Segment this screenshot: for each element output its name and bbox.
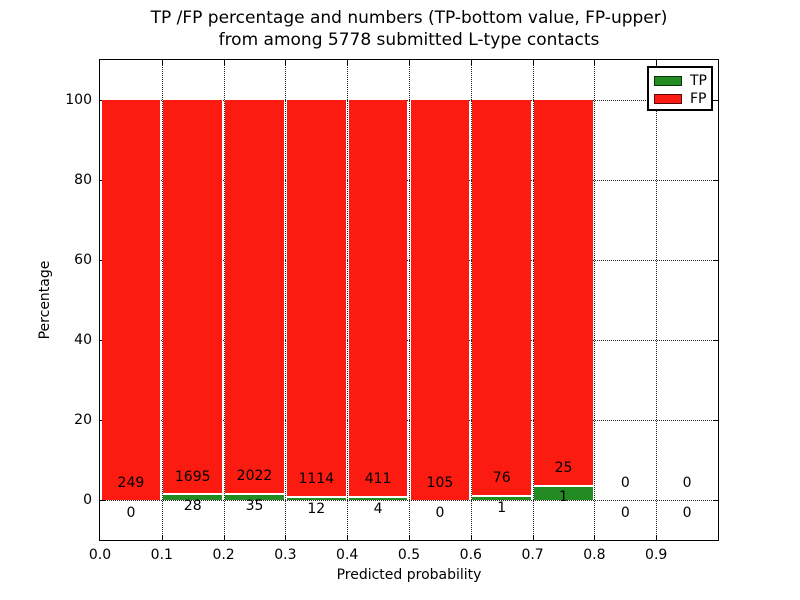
bar-tp-segment (286, 495, 346, 500)
y-tick-label-60: 60 (74, 252, 92, 268)
x-tick-mark-bottom (470, 535, 472, 540)
y-tick-label-80: 80 (74, 172, 92, 188)
y-tick-mark-right (713, 100, 718, 101)
x-tick-label-0.2: 0.2 (212, 547, 235, 563)
x-tick-label-0.9: 0.9 (645, 547, 668, 563)
chart-title: TP /FP percentage and numbers (TP-bottom… (100, 7, 718, 51)
fp-count-label: 0 (682, 475, 692, 492)
bar-tp-segment (225, 493, 284, 500)
x-tick-mark-bottom (532, 535, 534, 540)
gridline-v-0.4 (347, 60, 349, 540)
tp-count-label: 35 (245, 497, 264, 514)
tp-count-label: 0 (435, 504, 445, 521)
tp-legend-label: TP (690, 73, 707, 89)
gridline-v-0.3 (285, 60, 287, 540)
tp-count-label: 1 (559, 489, 568, 506)
x-tick-mark-bottom (594, 535, 596, 540)
fp-count-label: 1114 (298, 470, 335, 487)
x-tick-label-0.8: 0.8 (583, 547, 606, 563)
fp-count-label: 411 (364, 471, 392, 488)
fp-count-label: 76 (492, 470, 511, 486)
y-tick-label-0: 0 (83, 492, 92, 508)
fp-legend-label: FP (690, 91, 707, 107)
x-tick-mark-top (532, 60, 534, 65)
x-tick-mark-top (161, 60, 163, 65)
x-tick-mark-bottom (161, 535, 163, 540)
bar-tp-segment (348, 496, 408, 500)
bar-fp-segment (348, 100, 408, 497)
tp-count-label: 0 (620, 504, 630, 521)
bar-fp-segment (534, 100, 593, 485)
y-tick-mark-right (713, 180, 718, 181)
gridline-v-0.1 (161, 60, 163, 540)
tp-count-label: 12 (307, 500, 326, 517)
bar-fp-segment (225, 100, 284, 494)
y-tick-mark-right (713, 420, 718, 421)
y-axis-label: Percentage (37, 260, 53, 340)
x-tick-mark-bottom (223, 535, 225, 540)
fp-count-label: 2022 (236, 468, 273, 485)
fp-count-label: 0 (620, 475, 630, 492)
y-tick-mark-right (713, 340, 718, 341)
x-tick-label-0.4: 0.4 (336, 547, 359, 563)
fp-count-label: 249 (117, 475, 145, 492)
x-tick-mark-bottom (409, 535, 410, 540)
x-tick-label-0.5: 0.5 (397, 547, 421, 563)
x-tick-mark-bottom (347, 535, 349, 540)
fp-count-label: 1695 (174, 468, 211, 485)
tp-count-label: 0 (126, 504, 136, 521)
bar-fp-segment (410, 100, 470, 500)
tp-count-label: 4 (373, 500, 383, 517)
gridline-v-0.8 (594, 60, 596, 540)
tp-count-label: 1 (497, 499, 507, 516)
bar-tp-segment (534, 484, 593, 500)
legend-item-fp: FP (649, 90, 711, 108)
bar-fp-segment (472, 100, 532, 495)
chart-title-line2: from among 5778 submitted L-type contact… (218, 30, 600, 50)
gridline-v-0.7 (532, 60, 534, 540)
x-tick-label-0.6: 0.6 (459, 547, 482, 563)
x-tick-mark-bottom (285, 535, 287, 540)
x-tick-label-0.1: 0.1 (150, 547, 173, 563)
gridline-v-0.6 (470, 60, 472, 540)
tp-legend-swatch-icon (654, 76, 682, 86)
x-tick-label-0.3: 0.3 (274, 547, 297, 563)
y-tick-mark-right (713, 260, 718, 261)
bar-tp-segment (472, 494, 532, 500)
legend: TP FP (647, 66, 713, 111)
y-tick-mark-right (713, 500, 718, 501)
x-tick-mark-bottom (656, 535, 658, 540)
bar-tp-segment (163, 493, 223, 500)
x-tick-mark-top (409, 60, 410, 65)
bar-fp-segment (163, 100, 223, 494)
y-tick-label-40: 40 (74, 332, 92, 348)
y-tick-label-20: 20 (74, 412, 92, 428)
bar-fp-segment (286, 100, 346, 496)
x-tick-mark-top (656, 60, 658, 65)
fp-count-label: 105 (426, 475, 454, 492)
x-axis-label: Predicted probability (336, 567, 482, 583)
tp-count-label: 0 (682, 504, 692, 521)
x-tick-mark-top (223, 60, 225, 65)
x-tick-mark-top (470, 60, 472, 65)
legend-item-tp: TP (649, 72, 711, 90)
fp-count-label: 25 (554, 459, 573, 476)
gridline-v-0.5 (409, 60, 410, 540)
chart-title-line1: TP /FP percentage and numbers (TP-bottom… (150, 8, 668, 28)
tp-count-label: 28 (183, 498, 202, 515)
x-tick-mark-top (285, 60, 287, 65)
bar-fp-segment (101, 100, 161, 500)
plot-area: TP FP 249 0 1695 28 2022 35 1114 12 411 4 105 0 76 1 2… (99, 59, 719, 541)
x-tick-mark-top (347, 60, 349, 65)
x-tick-label-0.7: 0.7 (521, 547, 544, 563)
x-tick-mark-top (594, 60, 596, 65)
gridline-v-0.9 (656, 60, 658, 540)
fp-legend-swatch-icon (654, 94, 682, 104)
gridline-v-0.2 (223, 60, 225, 540)
x-tick-label-0.0: 0.0 (88, 547, 112, 563)
y-tick-mark-left (100, 500, 105, 501)
y-tick-label-100: 100 (65, 92, 92, 108)
